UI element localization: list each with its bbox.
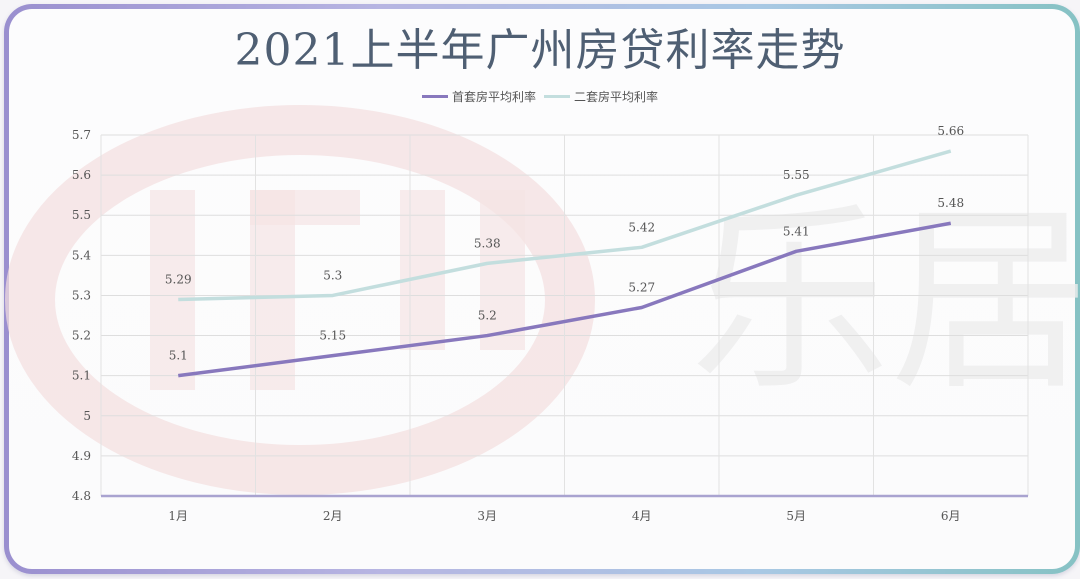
x-tick-label: 1月	[168, 509, 188, 523]
y-tick-label: 5.5	[72, 208, 91, 222]
y-tick-label: 5.2	[72, 329, 91, 343]
x-tick-label: 2月	[323, 509, 343, 523]
y-tick-label: 5.1	[72, 369, 91, 383]
data-label: 5.27	[628, 280, 655, 294]
legend-item-second-home: 二套房平均利率	[544, 88, 658, 105]
data-label: 5.29	[165, 272, 192, 286]
data-label: 5.48	[937, 196, 964, 210]
y-tick-label: 4.9	[72, 449, 91, 463]
data-label: 5.38	[474, 236, 501, 250]
data-label: 5.66	[937, 124, 964, 138]
x-tick-label: 4月	[632, 509, 652, 523]
data-label: 5.3	[323, 268, 342, 282]
series-line-second-home	[178, 149, 952, 302]
x-tick-label: 3月	[477, 509, 497, 523]
y-tick-label: 5	[83, 409, 91, 423]
chart-title: 2021上半年广州房贷利率走势	[234, 25, 846, 76]
legend-item-first-home: 首套房平均利率	[421, 88, 536, 105]
x-tick-label: 6月	[941, 509, 961, 523]
y-tick-label: 5.4	[72, 248, 91, 262]
x-tick-label: 5月	[786, 509, 806, 523]
legend-swatch-first-home	[421, 95, 448, 98]
data-label: 5.42	[628, 220, 655, 234]
legend: 首套房平均利率 二套房平均利率	[0, 88, 1080, 105]
y-tick-label: 5.6	[72, 168, 91, 182]
data-label: 5.15	[319, 329, 346, 343]
y-tick-label: 5.3	[72, 288, 91, 302]
legend-label-second-home: 二套房平均利率	[574, 90, 659, 104]
legend-label-first-home: 首套房平均利率	[451, 90, 536, 104]
series-line-first-home	[178, 221, 952, 378]
data-label: 5.2	[478, 309, 497, 323]
y-tick-label: 4.8	[72, 489, 91, 503]
y-tick-label: 5.7	[72, 128, 91, 142]
data-label: 5.55	[783, 168, 810, 182]
data-label: 5.1	[169, 349, 188, 363]
data-label: 5.41	[783, 224, 810, 238]
legend-swatch-second-home	[544, 95, 570, 98]
